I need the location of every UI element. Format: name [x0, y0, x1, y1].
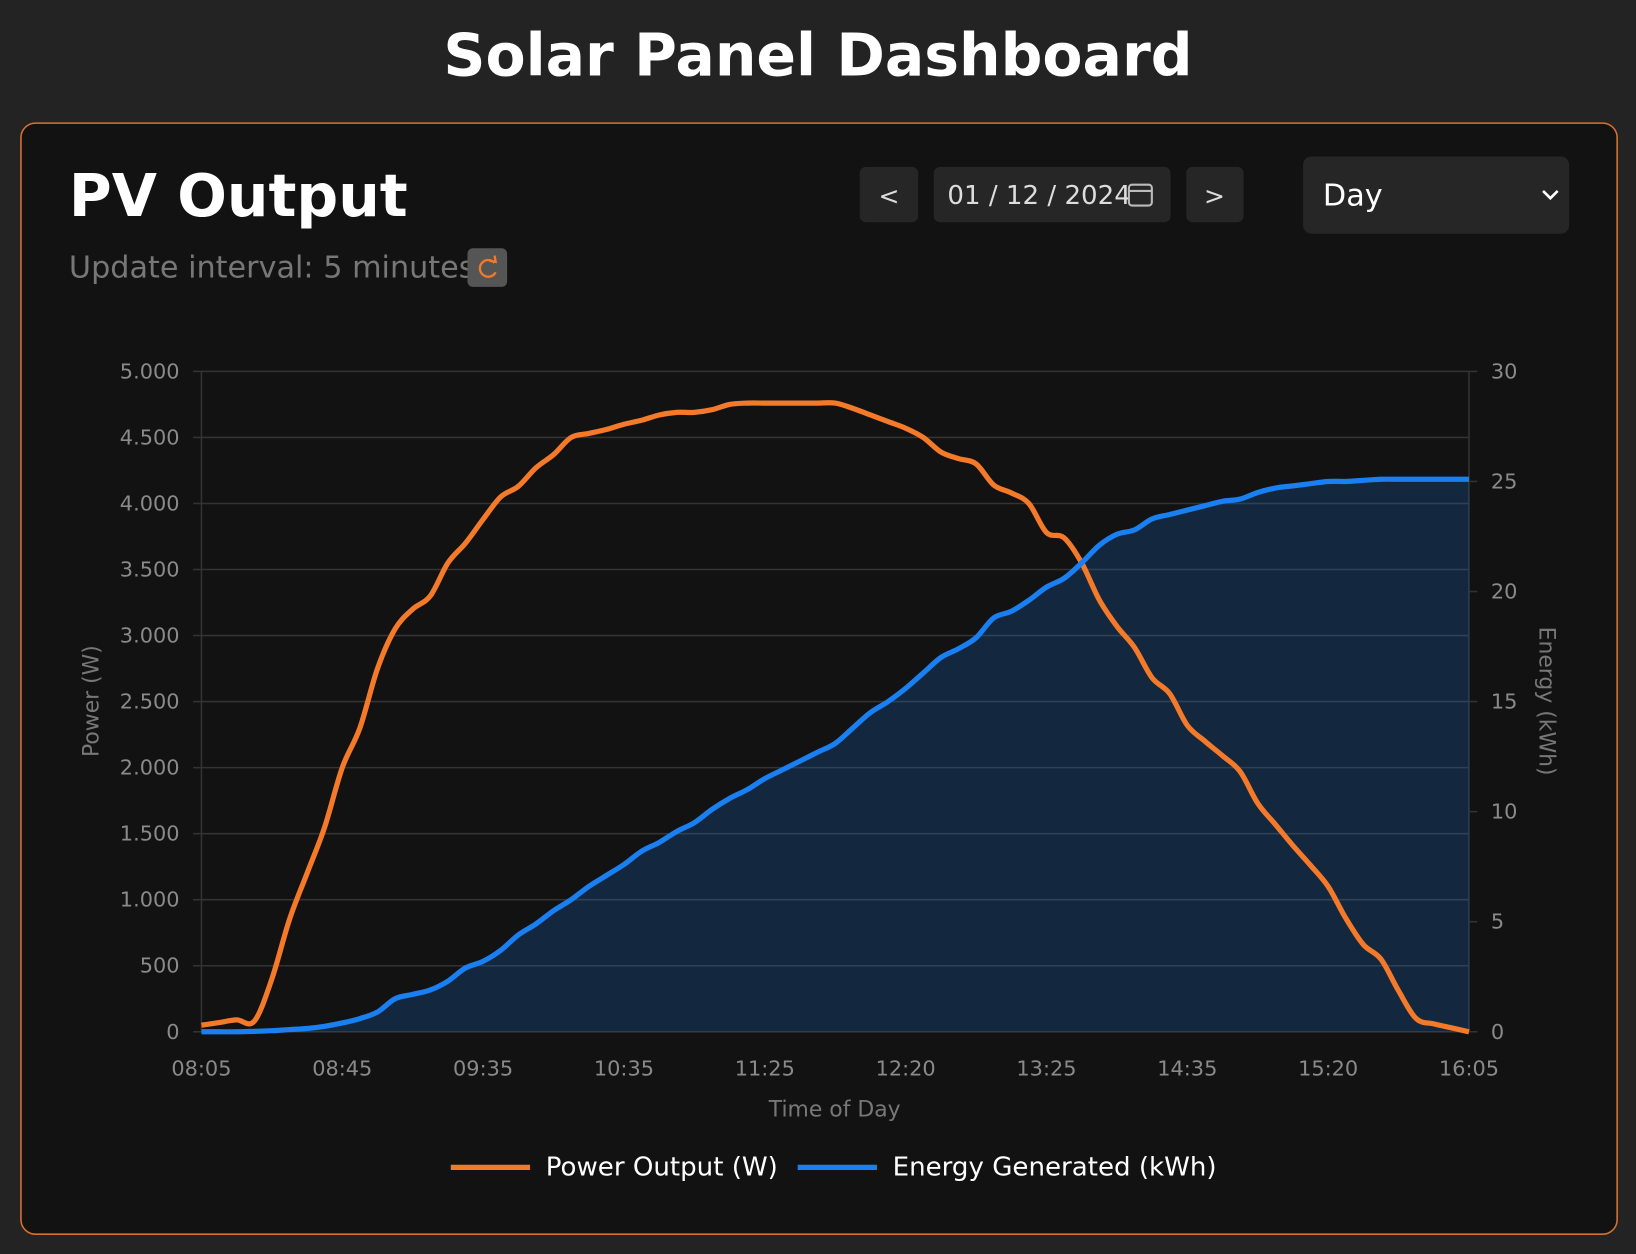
prev-button-label: <: [878, 182, 899, 211]
y-axis-title: Power (W): [79, 645, 104, 757]
date-input-bg: [933, 166, 1171, 223]
y-tick-label: 1.500: [120, 822, 180, 846]
y-tick-label: 500: [140, 954, 180, 978]
date-value: 01 / 12 / 2024: [947, 181, 1130, 211]
panel-title: PV Output: [69, 162, 408, 230]
panel: [20, 122, 1618, 1235]
legend-label: Power Output (W): [546, 1152, 778, 1182]
y2-tick-label: 0: [1491, 1020, 1504, 1044]
period-value: Day: [1323, 179, 1383, 214]
series-line: [201, 400, 1470, 1035]
y2-axis-title: Energy (kWh): [1534, 627, 1559, 776]
y-tick-label: 5.000: [120, 359, 180, 383]
y-tick-label: 0: [166, 1020, 179, 1044]
y2-tick-label: 5: [1491, 910, 1504, 934]
area-fill: [201, 479, 1469, 1032]
x-tick-label: 12:20: [876, 1056, 936, 1080]
select-chevron: [1542, 189, 1559, 201]
x-tick-label: 13:25: [1016, 1056, 1076, 1080]
y-tick-label: 1.000: [120, 888, 180, 912]
y-tick-label: 2.500: [120, 690, 180, 714]
y2-tick-label: 20: [1491, 580, 1518, 604]
y2-tick-label: 25: [1491, 469, 1518, 493]
x-tick-label: 11:25: [735, 1056, 795, 1080]
y-tick-label: 3.500: [120, 558, 180, 582]
refresh-icon-arrow: [489, 255, 498, 264]
next-button-bg: [1186, 166, 1244, 223]
calendar-icon: [1127, 183, 1153, 207]
y2-tick-label: 15: [1491, 690, 1518, 714]
page-title: Solar Panel Dashboard: [443, 21, 1192, 89]
period-select-bg: [1303, 156, 1570, 234]
x-axis-title: Time of Day: [768, 1098, 901, 1123]
y-tick-label: 2.000: [120, 756, 180, 780]
period-select[interactable]: Day: [1303, 156, 1570, 234]
x-tick-label: 08:05: [171, 1056, 231, 1080]
refresh-button[interactable]: [467, 248, 508, 287]
prev-button[interactable]: <: [859, 166, 919, 223]
x-tick-label: 16:05: [1439, 1056, 1499, 1080]
series-line: [201, 476, 1469, 1035]
next-button[interactable]: >: [1186, 166, 1244, 223]
y-tick-label: 4.500: [120, 425, 180, 449]
x-tick-label: 14:35: [1157, 1056, 1217, 1080]
y-tick-label: 3.000: [120, 624, 180, 648]
y2-tick-label: 30: [1491, 359, 1518, 383]
x-tick-label: 10:35: [594, 1056, 654, 1080]
date-input[interactable]: 01 / 12 / 2024: [933, 166, 1171, 223]
next-button-label: >: [1204, 182, 1225, 211]
legend-label: Energy Generated (kWh): [893, 1152, 1217, 1182]
refresh-button-bg: [467, 248, 508, 287]
x-tick-label: 08:45: [312, 1056, 372, 1080]
x-tick-label: 15:20: [1298, 1056, 1358, 1080]
y-tick-label: 4.000: [120, 491, 180, 515]
y2-tick-label: 10: [1491, 800, 1518, 824]
x-tick-label: 09:35: [453, 1056, 513, 1080]
prev-button-bg: [859, 166, 919, 223]
update-interval: Update interval: 5 minutes: [69, 251, 475, 286]
